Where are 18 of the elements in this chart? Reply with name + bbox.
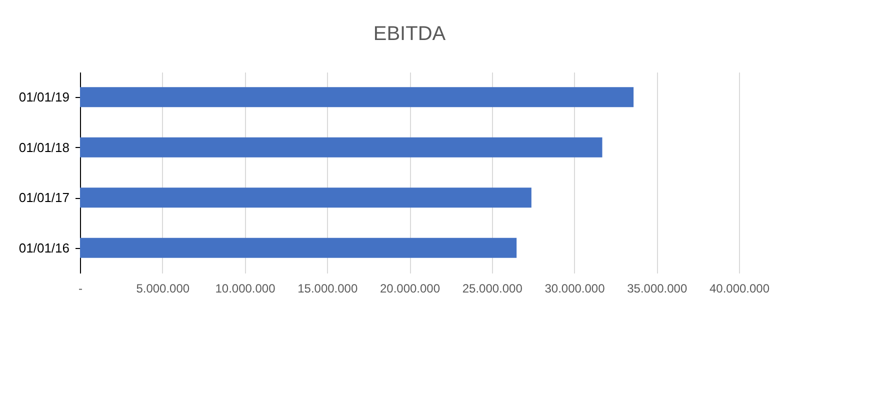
x-tick-label: 5.000.000 [136,282,190,296]
y-tick-label: 01/01/19 [18,90,70,105]
y-tick-label: 01/01/18 [18,140,70,155]
x-tick-label: 15.000.000 [298,282,358,296]
y-tick-label: 01/01/17 [18,190,70,206]
x-tick-label: - [78,282,82,296]
bar [80,87,634,108]
bar [80,188,532,208]
x-tick-label: 10.000.000 [215,282,276,296]
y-tick-label: 01/01/16 [18,240,70,256]
x-tick-label: 40.000.000 [709,282,770,296]
x-tick-label: 25.000.000 [462,282,523,296]
x-tick-label: 20.000.000 [380,282,440,296]
bar [80,238,517,258]
bar [80,137,602,158]
chart-title: EBITDA [373,23,446,45]
x-tick-label: 35.000.000 [627,282,688,296]
x-tick-label: 30.000.000 [544,282,606,296]
